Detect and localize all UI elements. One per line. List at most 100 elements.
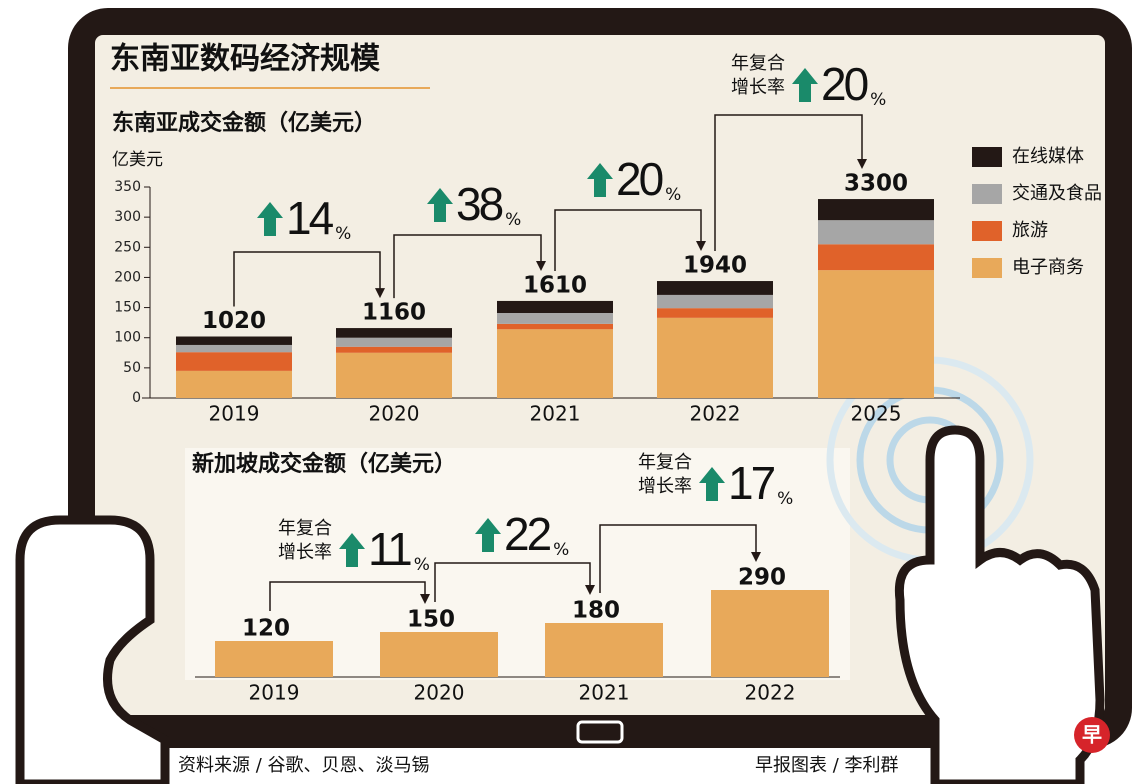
- x-tick-label: 2019: [209, 402, 260, 426]
- source: 资料来源 / 谷歌、贝恩、淡马锡: [178, 755, 430, 776]
- growth-unit: %: [335, 224, 351, 244]
- y-tick-label: 250: [114, 239, 141, 255]
- growth-arrow: [475, 518, 501, 552]
- arrowhead: [751, 552, 761, 562]
- total-label: 1940: [683, 253, 747, 279]
- legend-label: 旅游: [1012, 220, 1048, 241]
- x-tick-label: 2021: [530, 402, 581, 426]
- value-label: 180: [572, 598, 620, 624]
- total-label: 3300: [844, 171, 908, 197]
- bar-segment: [818, 270, 934, 398]
- legend-label: 在线媒体: [1012, 146, 1084, 167]
- bar-segment: [176, 336, 292, 345]
- x-tick-label: 2020: [414, 681, 465, 705]
- bar-segment: [336, 328, 452, 338]
- bar-segment: [497, 323, 613, 330]
- bar-segment: [497, 329, 613, 398]
- bar-segment: [497, 312, 613, 324]
- bracket: [233, 251, 381, 307]
- annotation-label: 年复合: [731, 53, 785, 74]
- bar-segment: [818, 244, 934, 271]
- annotation-label: 年复合: [638, 452, 692, 473]
- x-tick-label: 2019: [249, 681, 300, 705]
- bar-segment: [336, 346, 452, 353]
- annotation-label: 增长率: [638, 476, 692, 497]
- bar: [215, 641, 333, 677]
- value-label: 150: [407, 607, 455, 633]
- subtitle: 新加坡成交金额（亿美元）: [192, 451, 456, 477]
- legend-label: 电子商务: [1012, 257, 1084, 278]
- legend-swatch: [972, 184, 1002, 204]
- annotation-label: 增长率: [731, 77, 785, 98]
- x-tick-label: 2020: [369, 402, 420, 426]
- growth-arrow: [792, 68, 818, 102]
- growth-value: 17: [728, 457, 775, 509]
- y-tick-label: 100: [114, 330, 141, 346]
- arrowhead: [696, 241, 706, 252]
- x-tick-label: 2021: [579, 681, 630, 705]
- bracket: [599, 524, 757, 593]
- bar-segment: [336, 337, 452, 347]
- bracket: [554, 209, 702, 271]
- growth-arrow: [339, 533, 365, 567]
- bar-segment: [657, 281, 773, 295]
- annotation-label: 年复合: [278, 518, 332, 539]
- logo: 早: [1082, 723, 1102, 747]
- growth-value: 11: [368, 523, 411, 575]
- bar: [380, 632, 498, 677]
- bar-segment: [176, 344, 292, 353]
- arrowhead: [857, 159, 867, 170]
- bar-segment: [818, 220, 934, 245]
- subtitle: 东南亚成交金额（亿美元）: [112, 110, 376, 136]
- bracket: [434, 562, 591, 602]
- y-tick-label: 150: [114, 300, 141, 316]
- growth-arrow: [257, 202, 283, 236]
- y-tick-label: 200: [114, 269, 141, 285]
- growth-value: 20: [616, 153, 663, 205]
- title: 东南亚数码经济规模: [110, 42, 380, 77]
- growth-value: 14: [286, 192, 334, 244]
- home-button: [576, 720, 624, 744]
- total-label: 1160: [362, 300, 426, 326]
- arrowhead: [585, 585, 595, 595]
- bar-segment: [176, 352, 292, 371]
- credit: 早报图表 / 李利群: [755, 755, 899, 776]
- bar-segment: [657, 294, 773, 309]
- value-label: 120: [242, 616, 290, 642]
- growth-unit: %: [665, 185, 681, 205]
- growth-value: 22: [504, 508, 551, 560]
- y-tick-label: 350: [114, 179, 141, 195]
- bar-segment: [657, 308, 773, 318]
- bracket: [393, 234, 542, 299]
- arrowhead: [375, 288, 385, 299]
- y-tick-label: 50: [123, 360, 141, 376]
- growth-unit: %: [553, 540, 569, 560]
- y-axis-label: 亿美元: [112, 150, 163, 170]
- annotation-label: 增长率: [278, 542, 332, 563]
- growth-unit: %: [870, 90, 886, 110]
- growth-value: 38: [456, 178, 503, 230]
- bar-segment: [176, 370, 292, 398]
- growth-unit: %: [777, 489, 793, 509]
- bracket: [269, 581, 426, 611]
- left-hand: [15, 515, 170, 784]
- total-label: 1610: [523, 272, 587, 298]
- growth-value: 20: [821, 58, 868, 110]
- logo-badge: [1074, 717, 1110, 753]
- bar-segment: [497, 300, 613, 313]
- y-tick-label: 300: [114, 209, 141, 225]
- bar: [545, 623, 663, 677]
- x-tick-label: 2022: [745, 681, 796, 705]
- growth-unit: %: [505, 210, 521, 230]
- legend-swatch: [972, 147, 1002, 167]
- growth-arrow: [427, 188, 453, 222]
- value-label: 290: [738, 565, 786, 591]
- x-tick-label: 2022: [690, 402, 741, 426]
- growth-arrow: [587, 163, 613, 197]
- bar: [711, 590, 829, 677]
- total-label: 1020: [202, 308, 266, 334]
- x-tick-label: 2025: [851, 402, 902, 426]
- growth-unit: %: [414, 555, 430, 575]
